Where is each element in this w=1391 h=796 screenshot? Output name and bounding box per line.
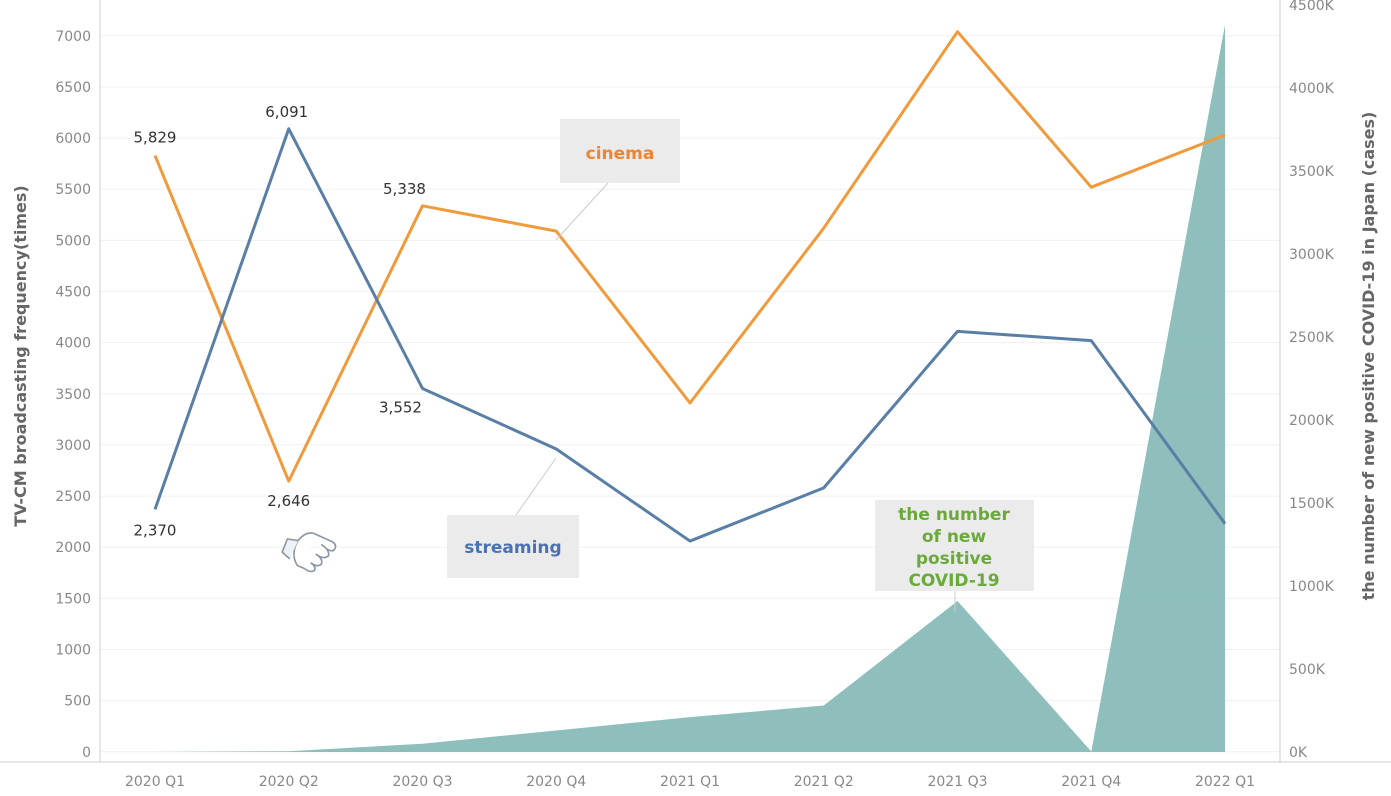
cinema-data-label: 5,338	[383, 180, 426, 198]
left-tick-label: 3500	[55, 387, 91, 403]
x-tick-label: 2020 Q4	[526, 774, 586, 790]
covid-callout-line-3: positive	[916, 549, 992, 569]
cinema-data-label: 2,646	[267, 492, 310, 510]
right-tick-label: 500K	[1289, 662, 1326, 678]
x-axis-ticks: 2020 Q1 2020 Q2 2020 Q3 2020 Q4 2021 Q1 2021 …	[125, 774, 1255, 790]
right-tick-label: 0K	[1289, 745, 1308, 761]
x-tick-label: 2021 Q1	[660, 774, 720, 790]
left-tick-label: 1500	[55, 591, 91, 607]
right-tick-label: 1500K	[1289, 496, 1335, 512]
right-tick-label: 4500K	[1289, 0, 1335, 14]
left-tick-label: 4500	[55, 285, 91, 301]
streaming-callout-box	[447, 515, 579, 578]
right-tick-label: 2500K	[1289, 330, 1335, 346]
right-tick-label: 2000K	[1289, 413, 1335, 429]
data-labels: 5,829 2,646 5,338 2,370 6,091 3,552	[134, 103, 426, 540]
gridlines	[100, 35, 1280, 753]
right-tick-label: 1000K	[1289, 579, 1335, 595]
covid-callout-line-1: the number	[898, 505, 1010, 525]
streaming-line	[153, 127, 1227, 543]
right-tick-label: 4000K	[1289, 81, 1335, 97]
x-tick-label: 2020 Q3	[392, 774, 452, 790]
covid-callout-box	[875, 500, 1034, 591]
streaming-data-label: 3,552	[379, 398, 422, 416]
streaming-data-label: 6,091	[265, 103, 308, 121]
line-layer	[153, 30, 1227, 543]
covid-callout-line-4: COVID-19	[908, 571, 999, 591]
left-tick-label: 6500	[55, 80, 91, 96]
right-axis-title: the number of new positive COVID-19 in J…	[1359, 112, 1378, 601]
streaming-callout-leader	[515, 457, 557, 516]
left-tick-label: 500	[64, 694, 91, 710]
left-tick-label: 5500	[55, 182, 91, 198]
x-tick-label: 2020 Q2	[259, 774, 319, 790]
left-tick-label: 4000	[55, 336, 91, 352]
pointing-hand-icon	[281, 532, 337, 573]
right-tick-label: 3000K	[1289, 247, 1335, 263]
x-tick-label: 2020 Q1	[125, 774, 185, 790]
right-axis-ticks: 0K 500K 1000K 1500K 2000K 2500K 3000K 3500K 4000…	[1289, 0, 1335, 761]
streaming-callout-label: streaming	[464, 538, 561, 558]
x-tick-label: 2021 Q4	[1061, 774, 1121, 790]
left-tick-label: 2000	[55, 540, 91, 556]
covid-callout-line-2: of new	[922, 527, 987, 547]
streaming-data-label: 2,370	[134, 521, 177, 539]
covid-area	[155, 24, 1225, 753]
x-tick-label: 2022 Q1	[1195, 774, 1255, 790]
left-tick-label: 6000	[55, 131, 91, 147]
covid-area-layer	[155, 24, 1225, 753]
right-tick-label: 3500K	[1289, 164, 1335, 180]
cinema-callout-label: cinema	[586, 144, 655, 164]
left-tick-label: 7000	[55, 29, 91, 45]
x-tick-label: 2021 Q2	[794, 774, 854, 790]
left-tick-label: 1000	[55, 642, 91, 658]
left-tick-label: 3000	[55, 438, 91, 454]
left-tick-label: 5000	[55, 233, 91, 249]
cinema-callout-leader	[555, 182, 609, 241]
left-tick-label: 2500	[55, 489, 91, 505]
left-axis-title: TV-CM broadcasting frequency(times)	[11, 185, 30, 526]
left-axis-ticks: 0 500 1000 1500 2000 2500 3000 3500 4000 4500 5000…	[55, 29, 91, 761]
cinema-data-label: 5,829	[134, 129, 177, 147]
cinema-callout-box	[560, 119, 680, 183]
x-tick-label: 2021 Q3	[927, 774, 987, 790]
cinema-line	[153, 30, 1226, 483]
left-tick-label: 0	[82, 745, 91, 761]
